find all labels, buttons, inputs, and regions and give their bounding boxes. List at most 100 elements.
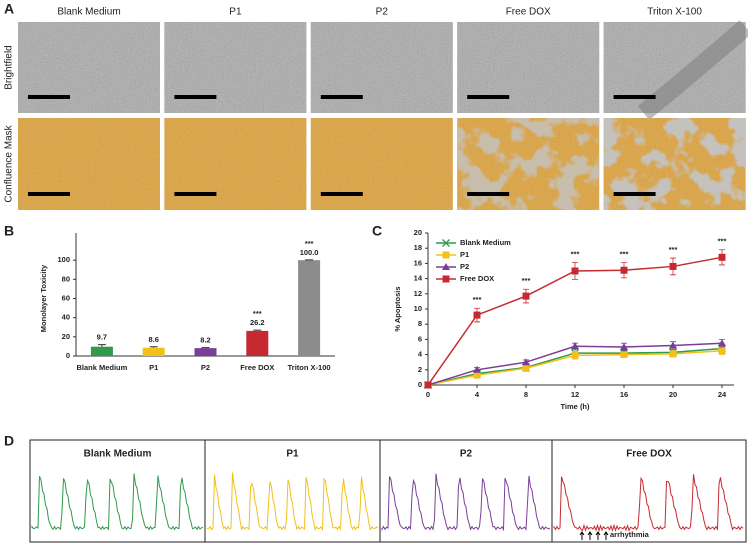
panel-letter: A: [4, 1, 14, 17]
bar: [194, 348, 217, 356]
scale-bar: [28, 95, 70, 99]
scale-bar: [613, 95, 656, 99]
trace: [31, 473, 204, 531]
significance: ***: [253, 309, 262, 318]
row-label: Confluence Mask: [4, 124, 15, 202]
x-tick-label: P2: [201, 363, 210, 372]
legend-marker: [442, 263, 450, 270]
error-bar: [97, 344, 106, 347]
scale-bar: [320, 95, 363, 99]
bar: [246, 330, 269, 356]
y-tick-label: 40: [62, 313, 70, 322]
y-tick-label: 100: [57, 255, 70, 264]
arrow: [595, 531, 601, 540]
marker: [522, 364, 530, 372]
micrograph-texture: [310, 22, 453, 113]
y-tick-label: 4: [418, 350, 423, 359]
trace: [553, 474, 744, 533]
y-tick-label: 2: [418, 365, 422, 374]
value-label: 8.6: [148, 335, 158, 344]
uncovered-area: [457, 118, 600, 210]
marker: [571, 351, 579, 359]
trace-label: P2: [460, 449, 473, 460]
y-tick-label: 6: [418, 334, 422, 343]
y-tick-label: 80: [62, 274, 70, 283]
x-tick-label: P1: [149, 363, 158, 372]
x-tick-label: 12: [571, 390, 579, 399]
marker: [473, 371, 481, 379]
trace-label: Blank Medium: [84, 449, 152, 460]
scale-bar: [613, 192, 656, 196]
significance: ***: [718, 237, 727, 246]
legend-marker: [442, 275, 450, 283]
marker: [571, 267, 579, 275]
bar: [142, 347, 165, 356]
bar: [90, 346, 113, 356]
significance: ***: [473, 295, 482, 304]
x-tick-label: 24: [718, 390, 727, 399]
marker: [620, 351, 628, 359]
arrow: [587, 531, 593, 540]
trace: [381, 473, 551, 532]
arrow: [579, 531, 585, 540]
scale-bar: [174, 192, 217, 196]
marker: [718, 339, 726, 347]
micrograph-texture: [310, 118, 453, 210]
trace-label: P1: [286, 449, 299, 460]
x-tick-label: 16: [620, 390, 628, 399]
uncovered-area: [603, 118, 746, 210]
column-label: P2: [376, 7, 389, 18]
trace-label: Free DOX: [626, 449, 672, 460]
trace-frame: [29, 439, 747, 543]
row-label: Brightfield: [4, 45, 15, 89]
y-tick-label: 8: [418, 319, 422, 328]
scale-bar: [320, 192, 363, 196]
marker: [522, 292, 530, 300]
y-axis-label: % Apoptosis: [393, 286, 402, 331]
marker: [473, 311, 481, 319]
micrograph-texture: [164, 118, 307, 210]
micrograph-texture: [18, 118, 160, 210]
y-tick-label: 0: [418, 380, 422, 389]
legend-marker: [442, 239, 450, 247]
marker: [718, 347, 726, 355]
x-tick-label: 20: [669, 390, 677, 399]
panel-letter: C: [372, 223, 382, 239]
y-tick-label: 12: [414, 289, 422, 298]
y-tick-label: 14: [414, 274, 423, 283]
legend-marker: [442, 251, 450, 259]
x-tick-label: 4: [475, 390, 480, 399]
x-tick-label: Free DOX: [240, 363, 274, 372]
marker: [620, 266, 628, 274]
y-tick-label: 60: [62, 293, 70, 302]
y-tick-label: 20: [414, 228, 422, 237]
legend-label: P2: [460, 262, 469, 271]
x-tick-label: Triton X-100: [288, 363, 331, 372]
value-label: 100.0: [300, 248, 319, 257]
column-label: Free DOX: [506, 7, 551, 18]
value-label: 9.7: [97, 333, 107, 342]
x-axis-label: Time (h): [560, 402, 590, 411]
annotation: arrhythmia: [610, 530, 650, 539]
marker: [620, 343, 628, 350]
x-tick-label: Blank Medium: [76, 363, 127, 372]
y-tick-label: 16: [414, 258, 422, 267]
legend-label: Blank Medium: [460, 238, 511, 247]
y-tick-label: 10: [414, 304, 422, 313]
marker: [669, 262, 677, 270]
micrograph-texture: [164, 22, 307, 113]
legend-label: P1: [460, 250, 469, 259]
column-label: P1: [229, 7, 242, 18]
error-bar: [253, 329, 262, 331]
scale-bar: [28, 192, 70, 196]
marker: [571, 342, 579, 350]
significance: ***: [571, 250, 580, 259]
value-label: 8.2: [200, 336, 210, 345]
scale-bar: [174, 95, 217, 99]
marker: [718, 253, 726, 261]
value-label: 26.2: [250, 318, 265, 327]
marker: [424, 381, 432, 389]
significance: ***: [305, 239, 314, 248]
y-tick-label: 0: [66, 351, 70, 360]
y-axis-label: Monolayer Toxicity: [39, 264, 48, 332]
